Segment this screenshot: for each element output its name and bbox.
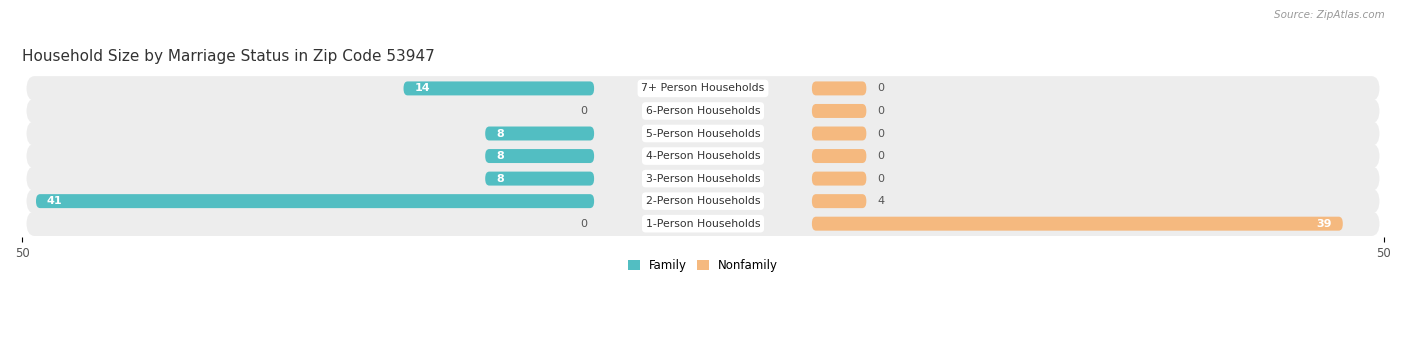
FancyBboxPatch shape xyxy=(27,144,1379,168)
Text: Source: ZipAtlas.com: Source: ZipAtlas.com xyxy=(1274,10,1385,20)
Text: 0: 0 xyxy=(877,151,884,161)
Legend: Family, Nonfamily: Family, Nonfamily xyxy=(623,254,783,277)
FancyBboxPatch shape xyxy=(485,149,595,163)
Text: 2-Person Households: 2-Person Households xyxy=(645,196,761,206)
Text: 4: 4 xyxy=(877,196,884,206)
FancyBboxPatch shape xyxy=(27,76,1379,101)
FancyBboxPatch shape xyxy=(811,149,866,163)
FancyBboxPatch shape xyxy=(27,121,1379,146)
Text: 0: 0 xyxy=(877,106,884,116)
FancyBboxPatch shape xyxy=(27,99,1379,123)
Text: 0: 0 xyxy=(877,129,884,138)
Text: 0: 0 xyxy=(581,106,588,116)
FancyBboxPatch shape xyxy=(811,172,866,186)
FancyBboxPatch shape xyxy=(485,126,595,140)
Text: 1-Person Households: 1-Person Households xyxy=(645,219,761,229)
FancyBboxPatch shape xyxy=(811,126,866,140)
Text: 3-Person Households: 3-Person Households xyxy=(645,174,761,184)
Text: 8: 8 xyxy=(496,129,503,138)
Text: 4-Person Households: 4-Person Households xyxy=(645,151,761,161)
Text: 0: 0 xyxy=(581,219,588,229)
Text: 39: 39 xyxy=(1316,219,1331,229)
FancyBboxPatch shape xyxy=(811,194,866,208)
Text: 0: 0 xyxy=(877,83,884,94)
FancyBboxPatch shape xyxy=(27,166,1379,191)
Text: 41: 41 xyxy=(46,196,62,206)
Text: 7+ Person Households: 7+ Person Households xyxy=(641,83,765,94)
FancyBboxPatch shape xyxy=(811,104,866,118)
FancyBboxPatch shape xyxy=(27,189,1379,214)
FancyBboxPatch shape xyxy=(37,194,595,208)
FancyBboxPatch shape xyxy=(485,172,595,186)
Text: 8: 8 xyxy=(496,151,503,161)
FancyBboxPatch shape xyxy=(811,217,1343,231)
Text: 0: 0 xyxy=(877,174,884,184)
Text: 5-Person Households: 5-Person Households xyxy=(645,129,761,138)
FancyBboxPatch shape xyxy=(811,81,866,96)
Text: 8: 8 xyxy=(496,174,503,184)
FancyBboxPatch shape xyxy=(27,211,1379,236)
Text: 14: 14 xyxy=(415,83,430,94)
Text: Household Size by Marriage Status in Zip Code 53947: Household Size by Marriage Status in Zip… xyxy=(22,49,434,64)
FancyBboxPatch shape xyxy=(404,81,595,96)
Text: 6-Person Households: 6-Person Households xyxy=(645,106,761,116)
